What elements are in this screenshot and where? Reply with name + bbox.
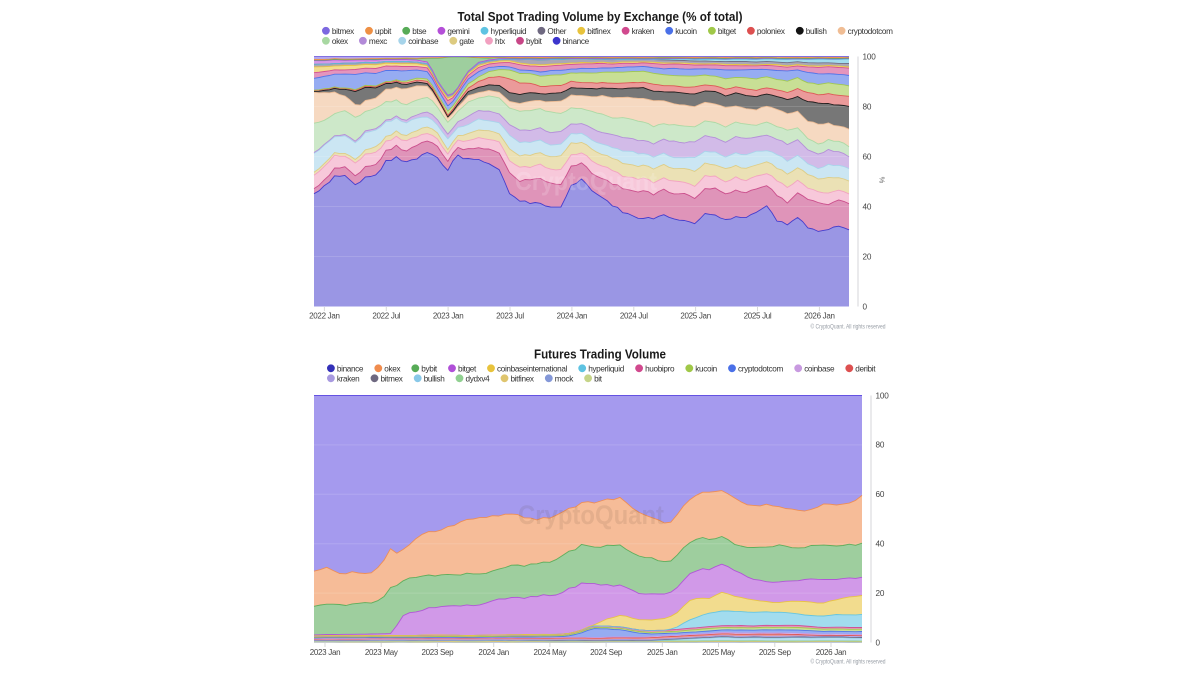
svg-text:2026 Jan: 2026 Jan [804, 312, 835, 321]
svg-text:btse: btse [412, 27, 427, 36]
svg-text:100: 100 [863, 52, 877, 61]
svg-text:CryptoQuant: CryptoQuant [518, 500, 664, 530]
svg-text:2025 Jan: 2025 Jan [647, 648, 678, 657]
svg-text:kucoin: kucoin [675, 27, 697, 36]
svg-text:cryptodotcom: cryptodotcom [848, 27, 893, 36]
svg-text:coinbase: coinbase [804, 364, 835, 373]
svg-text:%: % [878, 177, 887, 184]
svg-text:mock: mock [555, 374, 574, 383]
svg-text:2023 Jan: 2023 Jan [310, 648, 341, 657]
svg-text:bitget: bitget [718, 27, 737, 36]
svg-text:kucoin: kucoin [695, 364, 717, 373]
svg-text:2024 Jul: 2024 Jul [620, 312, 648, 321]
svg-text:2024 May: 2024 May [534, 648, 567, 657]
svg-text:gate: gate [459, 37, 474, 46]
svg-text:gemini: gemini [447, 27, 470, 36]
svg-text:2025 Jul: 2025 Jul [744, 312, 772, 321]
svg-text:© CryptoQuant. All rights rese: © CryptoQuant. All rights reserved [811, 324, 886, 331]
svg-text:© CryptoQuant. All rights rese: © CryptoQuant. All rights reserved [811, 659, 886, 666]
svg-text:2023 Sep: 2023 Sep [421, 648, 454, 657]
svg-text:80: 80 [863, 102, 872, 111]
svg-text:60: 60 [876, 490, 885, 499]
svg-text:2024 Sep: 2024 Sep [590, 648, 623, 657]
svg-text:kraken: kraken [337, 374, 360, 383]
svg-text:2022 Jan: 2022 Jan [309, 312, 340, 321]
svg-text:60: 60 [863, 152, 872, 161]
svg-text:2025 Jan: 2025 Jan [680, 312, 711, 321]
svg-text:bybit: bybit [421, 364, 438, 373]
svg-text:2025 Sep: 2025 Sep [759, 648, 792, 657]
svg-text:dydxv4: dydxv4 [466, 374, 491, 383]
svg-text:bullish: bullish [424, 374, 446, 383]
svg-text:cryptodotcom: cryptodotcom [738, 364, 783, 373]
svg-text:Futures Trading Volume: Futures Trading Volume [534, 347, 666, 362]
svg-text:deribit: deribit [855, 364, 876, 373]
svg-text:20: 20 [863, 252, 872, 261]
svg-text:100: 100 [876, 391, 890, 400]
svg-text:40: 40 [863, 202, 872, 211]
svg-text:htx: htx [495, 37, 505, 46]
svg-text:CryptoQuant: CryptoQuant [515, 166, 657, 196]
svg-text:huobipro: huobipro [645, 364, 675, 373]
svg-text:bitget: bitget [458, 364, 477, 373]
svg-text:2026 Jan: 2026 Jan [816, 648, 847, 657]
svg-text:Other: Other [547, 27, 566, 36]
svg-text:bitfinex: bitfinex [587, 27, 610, 36]
svg-text:2022 Jul: 2022 Jul [372, 312, 400, 321]
svg-text:bybit: bybit [526, 37, 543, 46]
svg-text:hyperliquid: hyperliquid [491, 27, 528, 36]
svg-text:bitmex: bitmex [381, 374, 403, 383]
svg-text:okex: okex [384, 364, 400, 373]
svg-text:bitfinex: bitfinex [511, 374, 534, 383]
svg-text:coinbaseinternational: coinbaseinternational [497, 364, 568, 373]
svg-text:0: 0 [876, 638, 881, 647]
svg-text:bit: bit [594, 374, 603, 383]
svg-text:kraken: kraken [632, 27, 655, 36]
svg-text:mexc: mexc [369, 37, 387, 46]
svg-text:2024 Jan: 2024 Jan [557, 312, 588, 321]
svg-text:okex: okex [332, 37, 348, 46]
svg-text:2025 May: 2025 May [702, 648, 735, 657]
svg-text:40: 40 [876, 540, 885, 549]
svg-text:binance: binance [563, 37, 590, 46]
svg-text:2023 Jan: 2023 Jan [433, 312, 464, 321]
svg-text:bullish: bullish [806, 27, 828, 36]
svg-text:coinbase: coinbase [408, 37, 439, 46]
svg-text:2024 Jan: 2024 Jan [478, 648, 509, 657]
svg-text:hyperliquid: hyperliquid [588, 364, 625, 373]
svg-text:20: 20 [876, 589, 885, 598]
svg-text:2023 May: 2023 May [365, 648, 398, 657]
svg-text:Total Spot Trading Volume by E: Total Spot Trading Volume by Exchange (%… [458, 9, 743, 24]
svg-text:0: 0 [863, 302, 868, 311]
svg-text:2023 Jul: 2023 Jul [496, 312, 524, 321]
svg-text:bitmex: bitmex [332, 27, 354, 36]
svg-text:upbit: upbit [375, 27, 392, 36]
svg-text:poloniex: poloniex [757, 27, 785, 36]
svg-text:80: 80 [876, 441, 885, 450]
svg-text:binance: binance [337, 364, 364, 373]
